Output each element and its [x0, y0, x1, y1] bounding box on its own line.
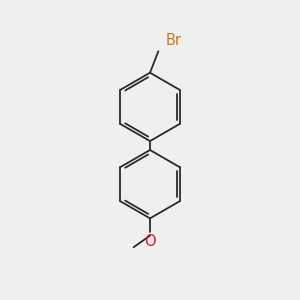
Text: Br: Br: [166, 33, 182, 48]
Text: O: O: [144, 234, 156, 249]
